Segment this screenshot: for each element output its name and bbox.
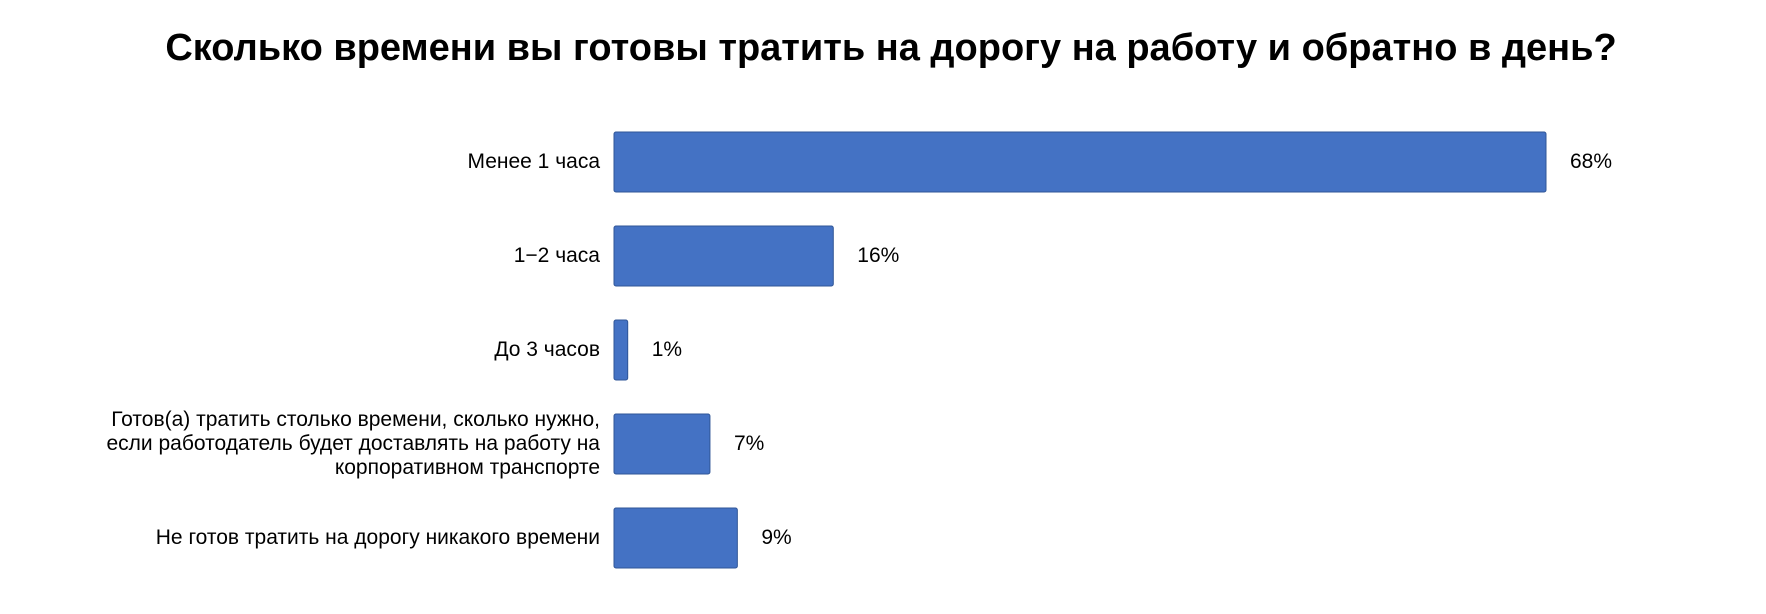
category-label-1: 1−2 часа [40,244,600,268]
category-label-line: корпоративном транспорте [334,456,600,479]
bar-3 [613,413,711,475]
category-label-line: До 3 часов [494,338,600,361]
category-label-2: До 3 часов [40,338,600,362]
chart-title: Сколько времени вы готовы тратить на дор… [165,27,1617,69]
value-label-3: 7% [733,432,765,455]
bar-4 [613,507,738,569]
value-label-1: 16% [857,244,900,267]
value-label-2: 1% [651,338,683,361]
category-label-0: Менее 1 часа [40,150,600,174]
bar-2 [613,319,629,381]
bar-1 [613,225,834,287]
category-label-line: если работодатель будет доставлять на ра… [106,432,601,455]
value-label-0: 68% [1570,150,1613,173]
category-label-line: Менее 1 часа [467,150,600,173]
category-label-line: Не готов тратить на дорогу никакого врем… [155,526,600,549]
category-label-line: Готов(а) тратить столько времени, скольк… [111,408,600,431]
bar-0 [613,131,1547,193]
category-label-4: Не готов тратить на дорогу никакого врем… [40,526,600,550]
category-label-3: Готов(а) тратить столько времени, скольк… [40,408,601,480]
category-label-line: 1−2 часа [513,244,600,267]
value-label-4: 9% [761,526,792,549]
